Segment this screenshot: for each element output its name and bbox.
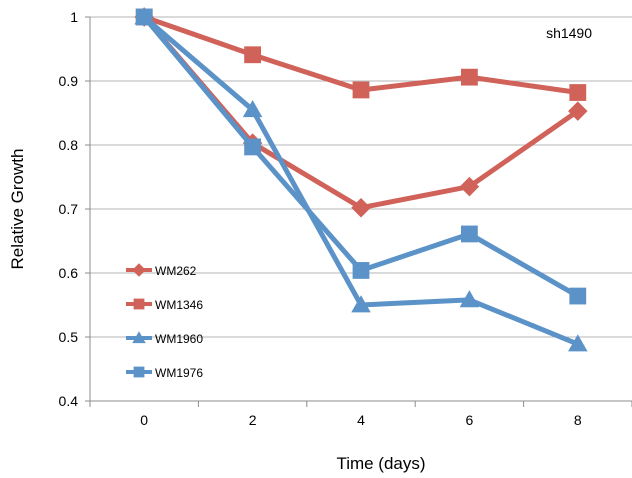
data-point <box>459 176 480 197</box>
x-tick-label: 4 <box>357 412 365 428</box>
legend: WM262 WM1346 WM1960 WM1976 <box>126 263 203 380</box>
legend-marker <box>133 298 145 310</box>
data-point <box>135 8 153 26</box>
series-wm1976 <box>135 8 587 305</box>
x-tick-label: 6 <box>466 412 474 428</box>
x-tick-label: 8 <box>574 412 582 428</box>
data-point <box>461 68 478 86</box>
legend-item: WM1976 <box>126 366 203 380</box>
series-group <box>134 7 588 352</box>
data-point <box>351 197 371 218</box>
series-line <box>142 15 579 347</box>
x-tick-labels: 0 2 4 6 8 <box>140 412 582 428</box>
y-axis-title: Relative Growth <box>8 149 27 270</box>
data-point <box>352 81 370 99</box>
legend-label: WM1976 <box>155 366 203 380</box>
axes <box>85 16 632 407</box>
legend-item: WM1960 <box>126 331 203 346</box>
data-point <box>568 101 588 121</box>
x-tick-label: 2 <box>249 412 257 428</box>
legend-label: WM262 <box>155 264 197 278</box>
y-tick-label: 0.8 <box>59 137 79 153</box>
chart-annotation: sh1490 <box>546 25 592 41</box>
data-point <box>244 138 261 156</box>
data-point <box>244 46 261 64</box>
legend-item: WM262 <box>126 263 197 278</box>
y-tick-label: 0.4 <box>59 393 79 409</box>
data-point <box>568 334 588 352</box>
data-point <box>351 295 371 313</box>
x-axis-title: Time (days) <box>336 454 425 473</box>
y-tick-label: 0.5 <box>59 329 79 345</box>
data-point <box>569 287 587 305</box>
data-point <box>569 84 587 101</box>
y-tick-label: 1 <box>70 9 78 25</box>
legend-item: WM1346 <box>126 298 203 312</box>
legend-marker <box>132 263 146 277</box>
legend-marker <box>132 331 146 344</box>
y-tick-label: 0.6 <box>59 265 79 281</box>
legend-label: WM1346 <box>155 298 203 312</box>
y-tick-label: 0.9 <box>59 73 79 89</box>
legend-marker <box>133 366 145 378</box>
legend-label: WM1960 <box>155 332 203 346</box>
y-tick-labels: 0.4 0.5 0.6 0.7 0.8 0.9 1 <box>59 9 79 409</box>
x-tick-label: 0 <box>140 412 148 428</box>
data-point <box>242 100 263 118</box>
gridlines <box>90 16 632 338</box>
y-tick-label: 0.7 <box>59 201 79 217</box>
data-point <box>461 225 478 243</box>
data-point <box>352 262 370 279</box>
data-point <box>459 290 480 308</box>
series-line <box>142 15 580 211</box>
